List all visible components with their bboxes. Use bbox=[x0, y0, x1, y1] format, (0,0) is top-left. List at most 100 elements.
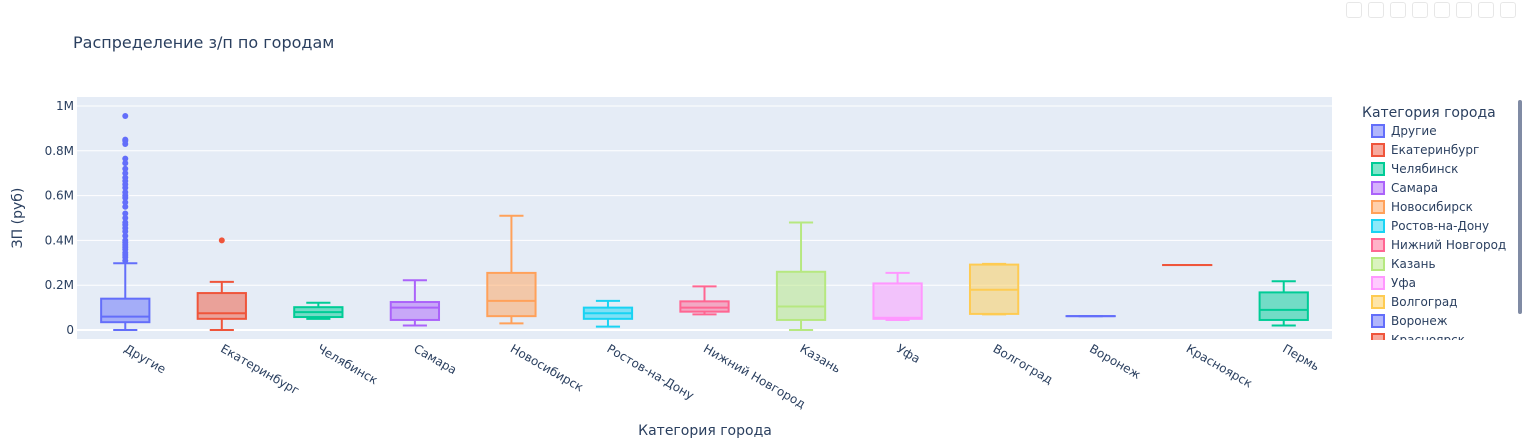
legend-scrollbar[interactable] bbox=[1518, 100, 1522, 314]
legend-item-Нижний Новгород[interactable]: Нижний Новгород bbox=[1371, 238, 1506, 252]
iqr-box bbox=[1258, 291, 1309, 321]
legend-item-Пермь[interactable]: Пермь bbox=[1372, 352, 1431, 366]
box-Другие[interactable] bbox=[100, 113, 151, 332]
legend-swatch bbox=[1371, 333, 1385, 340]
outlier-point bbox=[122, 113, 129, 120]
legend-swatch bbox=[1371, 219, 1385, 233]
x-tick-label: Волгоград bbox=[991, 341, 1056, 386]
box-Ростов-на-Дону[interactable] bbox=[582, 299, 634, 328]
legend-item-Самара[interactable]: Самара bbox=[1371, 181, 1438, 195]
outlier-point bbox=[122, 170, 129, 177]
x-tick-label: Казань bbox=[798, 341, 844, 375]
chart-title: Распределение з/п по городам bbox=[73, 33, 334, 52]
outlier-point bbox=[122, 232, 129, 239]
legend-item-Уфа[interactable]: Уфа bbox=[1371, 276, 1416, 290]
y-tick-label: 0.2M bbox=[45, 278, 74, 292]
legend-swatch bbox=[1371, 257, 1385, 271]
gridlines bbox=[77, 105, 1332, 332]
outlier-point bbox=[122, 165, 129, 172]
iqr-box bbox=[872, 282, 923, 320]
zoom-out-icon[interactable] bbox=[1434, 2, 1450, 18]
legend-label: Другие bbox=[1391, 124, 1437, 138]
legend-swatch bbox=[1372, 353, 1384, 365]
x-tick-label: Уфа bbox=[894, 341, 923, 366]
x-tick-label: Другие bbox=[122, 341, 168, 376]
box-Самара[interactable] bbox=[389, 279, 441, 327]
legend-label: Казань bbox=[1391, 257, 1436, 271]
legend[interactable]: Другие Екатеринбург Челябинск Самара Новосиб… bbox=[1371, 124, 1506, 366]
legend-item-Челябинск[interactable]: Челябинск bbox=[1371, 162, 1458, 176]
legend-label: Уфа bbox=[1391, 276, 1416, 290]
outlier-point bbox=[122, 189, 129, 196]
x-tick-label: Воронеж bbox=[1087, 341, 1143, 382]
legend-swatch bbox=[1371, 162, 1385, 176]
x-tick-label: Пермь bbox=[1280, 341, 1322, 373]
legend-item-Казань[interactable]: Казань bbox=[1371, 257, 1436, 271]
iqr-box bbox=[389, 301, 441, 321]
legend-swatch bbox=[1371, 295, 1385, 309]
outlier-point bbox=[122, 136, 129, 143]
legend-swatch bbox=[1371, 181, 1385, 195]
modebar[interactable] bbox=[1346, 2, 1516, 18]
outlier-point bbox=[218, 237, 225, 244]
legend-label: Екатеринбург bbox=[1391, 143, 1479, 157]
box-Казань[interactable] bbox=[775, 221, 827, 332]
y-tick-label: 0 bbox=[66, 323, 74, 337]
y-axis-title: ЗП (руб) bbox=[10, 188, 26, 249]
outlier-point bbox=[122, 215, 129, 221]
legend-swatch bbox=[1371, 238, 1385, 252]
legend-item-Ростов-на-Дону[interactable]: Ростов-на-Дону bbox=[1371, 219, 1489, 233]
y-tick-label: 0.6M bbox=[45, 189, 74, 203]
y-tick-label: 1M bbox=[56, 99, 74, 113]
iqr-box bbox=[679, 300, 730, 313]
legend-item-Екатеринбург[interactable]: Екатеринбург bbox=[1371, 143, 1479, 157]
x-axis-title: Категория города bbox=[638, 423, 772, 439]
camera-icon[interactable] bbox=[1346, 2, 1362, 18]
legend-item-Волгоград[interactable]: Волгоград bbox=[1371, 295, 1457, 309]
legend-swatch bbox=[1371, 276, 1385, 290]
box-traces[interactable] bbox=[100, 113, 1309, 332]
legend-label: Пермь bbox=[1391, 352, 1431, 366]
y-tick-label: 0.8M bbox=[45, 144, 74, 158]
x-tick-labels: Другие Екатеринбург Челябинск Самара Новосиб… bbox=[122, 341, 1322, 411]
pan-icon[interactable] bbox=[1390, 2, 1406, 18]
legend-label: Воронеж bbox=[1391, 314, 1448, 328]
outlier-point bbox=[122, 210, 129, 217]
box-Екатеринбург[interactable] bbox=[196, 237, 247, 332]
box-Нижний Новгород[interactable] bbox=[679, 285, 730, 316]
box-Пермь[interactable] bbox=[1258, 280, 1309, 327]
legend-swatch bbox=[1371, 314, 1385, 328]
legend-label: Самара bbox=[1391, 181, 1438, 195]
box-Уфа[interactable] bbox=[872, 271, 923, 321]
zoom-icon[interactable] bbox=[1368, 2, 1384, 18]
legend-label: Волгоград bbox=[1391, 295, 1457, 309]
y-tick-labels: 0 0.2M 0.4M 0.6M 0.8M 1M bbox=[45, 99, 74, 337]
legend-item-Красноярск[interactable]: Красноярск bbox=[1371, 333, 1465, 347]
x-tick-label: Челябинск bbox=[315, 341, 380, 387]
reset-axes-icon[interactable] bbox=[1478, 2, 1494, 18]
iqr-box bbox=[100, 297, 151, 324]
box-Волгоград[interactable] bbox=[968, 262, 1020, 316]
legend-label: Красноярск bbox=[1391, 333, 1465, 347]
legend-swatch bbox=[1371, 124, 1385, 138]
plotly-logo-icon[interactable] bbox=[1500, 2, 1516, 18]
legend-item-Новосибирск[interactable]: Новосибирск bbox=[1371, 200, 1473, 214]
outlier-point bbox=[122, 237, 129, 244]
outlier-point bbox=[122, 199, 129, 206]
outlier-point bbox=[122, 174, 129, 181]
box-Новосибирск[interactable] bbox=[486, 214, 537, 325]
autoscale-icon[interactable] bbox=[1456, 2, 1472, 18]
x-tick-label: Новосибирск bbox=[508, 341, 586, 394]
legend-item-Другие[interactable]: Другие bbox=[1371, 124, 1437, 138]
iqr-box bbox=[775, 270, 827, 321]
legend-label: Новосибирск bbox=[1391, 200, 1473, 214]
x-tick-label: Самара bbox=[411, 341, 459, 377]
iqr-box bbox=[196, 292, 247, 320]
box-Челябинск[interactable] bbox=[293, 301, 344, 320]
zoom-in-icon[interactable] bbox=[1412, 2, 1428, 18]
legend-item-Воронеж[interactable]: Воронеж bbox=[1371, 314, 1448, 328]
y-tick-label: 0.4M bbox=[45, 233, 74, 247]
legend-swatch bbox=[1371, 200, 1385, 214]
outlier-point bbox=[122, 219, 129, 226]
